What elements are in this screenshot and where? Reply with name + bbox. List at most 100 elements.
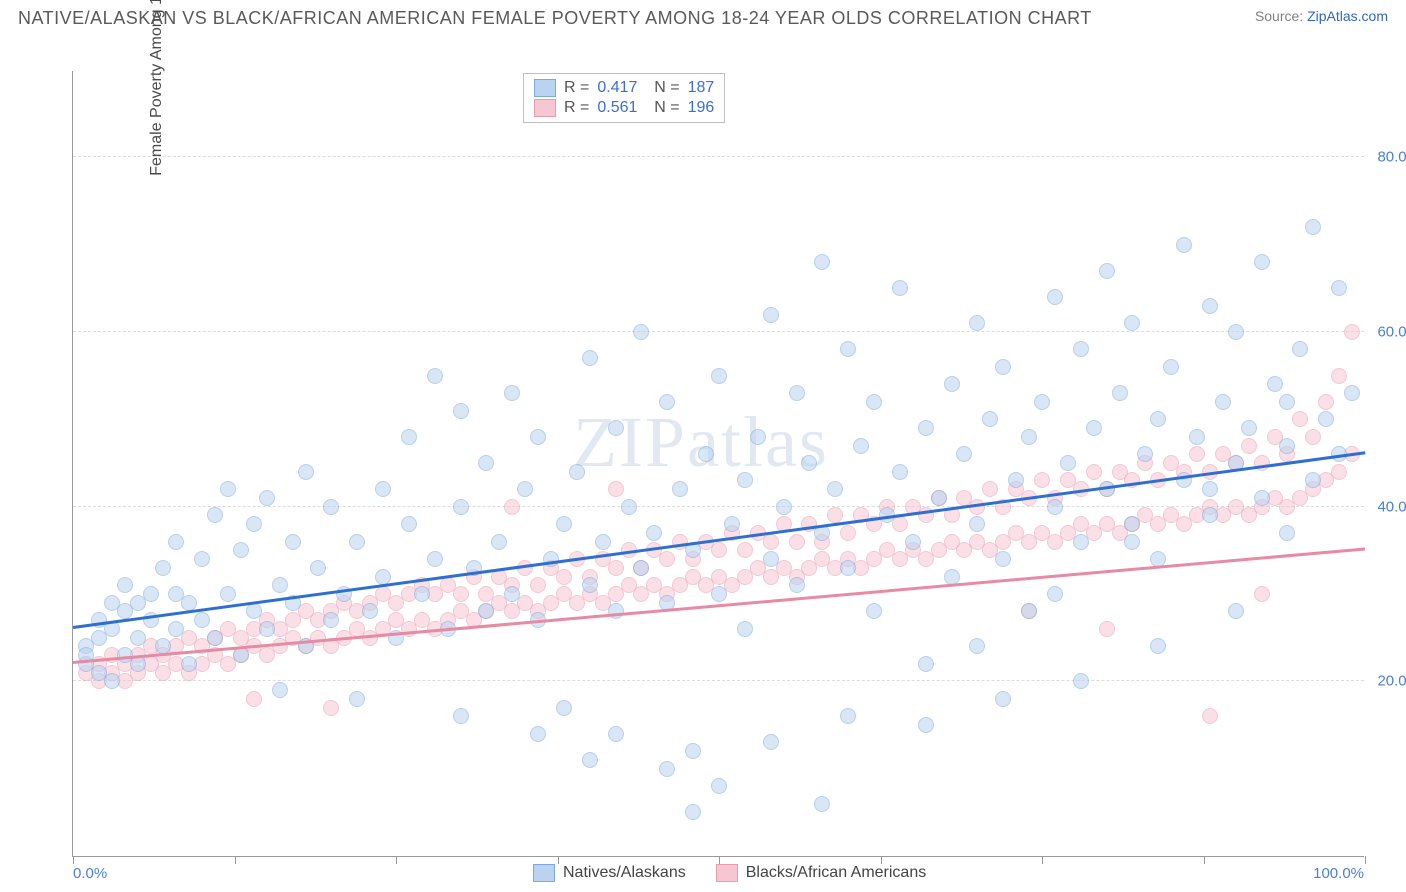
data-point-blue xyxy=(982,411,998,427)
data-point-blue xyxy=(233,647,249,663)
data-point-blue xyxy=(246,603,262,619)
data-point-blue xyxy=(608,603,624,619)
data-point-blue xyxy=(659,761,675,777)
data-point-blue xyxy=(595,534,611,550)
data-point-blue xyxy=(517,481,533,497)
data-point-blue xyxy=(1331,280,1347,296)
data-point-blue xyxy=(181,656,197,672)
data-point-pink xyxy=(1241,438,1257,454)
data-point-blue xyxy=(478,455,494,471)
data-point-blue xyxy=(272,577,288,593)
data-point-blue xyxy=(323,499,339,515)
gridline xyxy=(73,156,1364,157)
data-point-blue xyxy=(918,420,934,436)
data-point-blue xyxy=(569,464,585,480)
x-tick xyxy=(1204,856,1205,864)
data-point-blue xyxy=(1292,341,1308,357)
data-point-blue xyxy=(1047,289,1063,305)
data-point-pink xyxy=(1305,429,1321,445)
data-point-blue xyxy=(737,621,753,637)
source-link[interactable]: ZipAtlas.com xyxy=(1307,8,1388,24)
data-point-blue xyxy=(866,603,882,619)
data-point-blue xyxy=(349,534,365,550)
legend-item: Blacks/African Americans xyxy=(716,864,927,882)
gridline xyxy=(73,331,1364,332)
data-point-blue xyxy=(1202,298,1218,314)
data-point-blue xyxy=(104,673,120,689)
data-point-blue xyxy=(1021,603,1037,619)
data-point-blue xyxy=(789,385,805,401)
legend-swatch xyxy=(716,864,738,882)
x-axis-start-label: 0.0% xyxy=(73,865,107,882)
data-point-blue xyxy=(1279,438,1295,454)
data-point-blue xyxy=(1073,534,1089,550)
data-point-blue xyxy=(220,586,236,602)
data-point-blue xyxy=(375,569,391,585)
x-tick xyxy=(235,856,236,864)
data-point-blue xyxy=(181,595,197,611)
data-point-pink xyxy=(1292,411,1308,427)
y-tick-label: 60.0% xyxy=(1377,324,1406,341)
data-point-pink xyxy=(1086,464,1102,480)
data-point-blue xyxy=(155,560,171,576)
data-point-blue xyxy=(143,586,159,602)
data-point-blue xyxy=(130,630,146,646)
data-point-pink xyxy=(840,525,856,541)
data-point-blue xyxy=(1202,507,1218,523)
data-point-blue xyxy=(1021,429,1037,445)
x-tick xyxy=(881,856,882,864)
data-point-blue xyxy=(362,603,378,619)
data-point-blue xyxy=(711,586,727,602)
y-tick-label: 20.0% xyxy=(1377,673,1406,690)
data-point-blue xyxy=(556,700,572,716)
data-point-pink xyxy=(1318,394,1334,410)
data-point-blue xyxy=(168,534,184,550)
source-attribution: Source: ZipAtlas.com xyxy=(1255,8,1388,24)
x-tick xyxy=(73,856,74,864)
data-point-pink xyxy=(737,542,753,558)
data-point-blue xyxy=(1202,481,1218,497)
data-point-blue xyxy=(491,534,507,550)
data-point-blue xyxy=(1150,411,1166,427)
data-point-blue xyxy=(427,551,443,567)
data-point-blue xyxy=(556,516,572,532)
data-point-blue xyxy=(530,726,546,742)
data-point-blue xyxy=(207,507,223,523)
data-point-blue xyxy=(259,490,275,506)
data-point-blue xyxy=(1150,638,1166,654)
watermark: ZIPatlas xyxy=(573,401,829,484)
legend-n-label: N = xyxy=(645,99,679,117)
legend-n-value: 196 xyxy=(688,99,715,117)
data-point-blue xyxy=(995,691,1011,707)
legend-swatch xyxy=(534,79,556,97)
legend-row: R = 0.417 N = 187 xyxy=(534,78,714,98)
legend-swatch xyxy=(533,864,555,882)
data-point-blue xyxy=(543,551,559,567)
legend-series-name: Blacks/African Americans xyxy=(746,864,927,882)
data-point-blue xyxy=(789,577,805,593)
data-point-blue xyxy=(633,324,649,340)
data-point-blue xyxy=(1215,394,1231,410)
data-point-blue xyxy=(698,446,714,462)
data-point-pink xyxy=(1124,472,1140,488)
data-point-blue xyxy=(401,516,417,532)
y-tick-label: 40.0% xyxy=(1377,498,1406,515)
data-point-blue xyxy=(1254,490,1270,506)
data-point-blue xyxy=(1279,394,1295,410)
x-axis-end-label: 100.0% xyxy=(1313,865,1364,882)
data-point-blue xyxy=(1137,446,1153,462)
data-point-blue xyxy=(1112,385,1128,401)
data-point-blue xyxy=(1344,385,1360,401)
data-point-blue xyxy=(1047,499,1063,515)
data-point-blue xyxy=(763,734,779,750)
data-point-blue xyxy=(1124,315,1140,331)
data-point-blue xyxy=(427,368,443,384)
data-point-pink xyxy=(608,560,624,576)
data-point-blue xyxy=(827,481,843,497)
data-point-blue xyxy=(918,656,934,672)
data-point-blue xyxy=(672,481,688,497)
data-point-pink xyxy=(530,577,546,593)
gridline xyxy=(73,680,1364,681)
data-point-blue xyxy=(168,621,184,637)
data-point-blue xyxy=(646,525,662,541)
